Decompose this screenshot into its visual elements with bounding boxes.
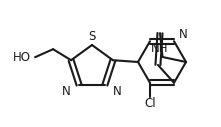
Text: S: S <box>88 29 96 43</box>
Text: NH: NH <box>151 42 168 54</box>
Text: N: N <box>62 85 71 98</box>
Text: HO: HO <box>13 51 31 64</box>
Text: Cl: Cl <box>144 97 156 110</box>
Text: N: N <box>179 28 188 41</box>
Text: N: N <box>113 85 122 98</box>
